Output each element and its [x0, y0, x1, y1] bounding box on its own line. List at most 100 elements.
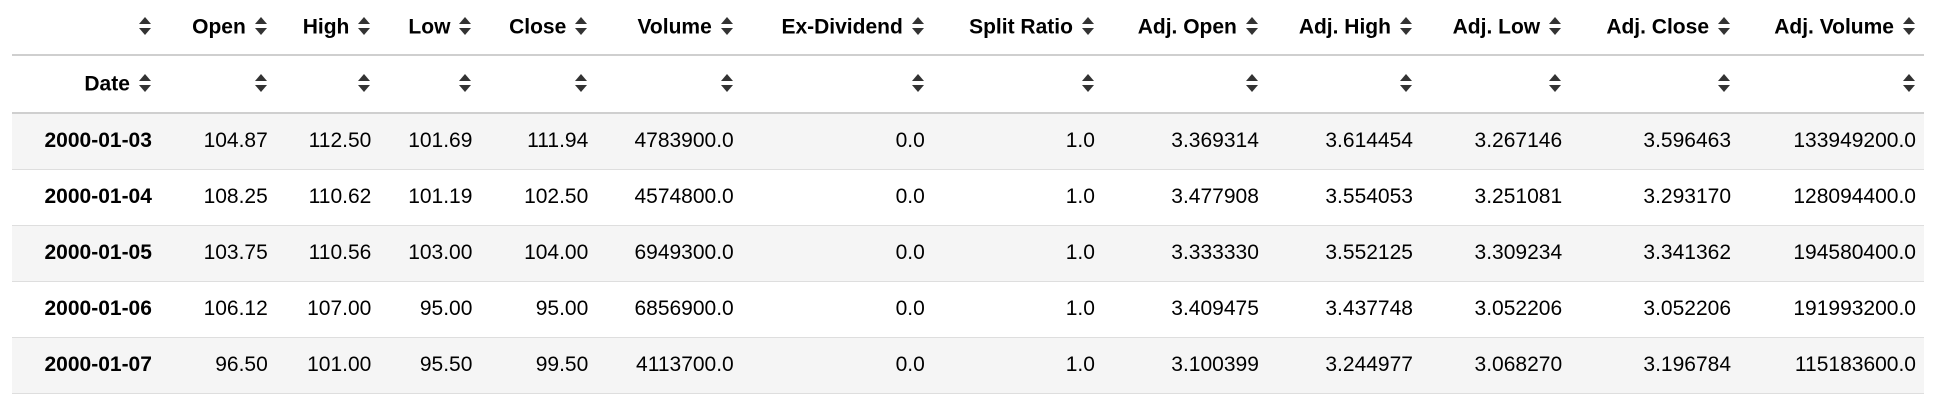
column-header[interactable]: Close — [480, 0, 596, 55]
table-cell: 6856900.0 — [596, 281, 742, 338]
table-cell: 111.94 — [480, 113, 597, 170]
table-cell: 3.267146 — [1420, 113, 1571, 170]
row-index-date: 2000-01-06 — [12, 281, 160, 338]
column-header-label: Split Ratio — [969, 15, 1073, 39]
index-level-header — [1266, 54, 1421, 114]
column-header-label: Close — [509, 15, 567, 39]
table-cell: 107.00 — [275, 281, 380, 338]
sort-icon[interactable] — [574, 73, 588, 93]
corner-header — [12, 0, 160, 55]
column-header[interactable]: Split Ratio — [933, 0, 1103, 55]
table-cell: 0.0 — [741, 225, 933, 282]
table-cell: 103.00 — [379, 225, 481, 282]
row-index-date: 2000-01-05 — [12, 225, 160, 282]
sort-icon[interactable] — [1245, 16, 1259, 36]
table-cell: 0.0 — [741, 169, 933, 226]
sort-icon[interactable] — [1902, 16, 1916, 36]
table-cell: 101.00 — [275, 337, 380, 394]
sort-icon[interactable] — [1245, 73, 1259, 93]
table-cell: 3.333330 — [1102, 225, 1267, 282]
table-cell: 3.068270 — [1420, 337, 1571, 394]
table-cell: 3.614454 — [1266, 113, 1421, 170]
table-cell: 3.293170 — [1570, 169, 1739, 226]
table-cell: 1.0 — [932, 169, 1103, 226]
column-header[interactable]: Adj. High — [1267, 0, 1421, 55]
table-cell: 104.00 — [480, 225, 597, 282]
sort-icon[interactable] — [1081, 16, 1095, 36]
table-cell: 0.0 — [741, 113, 933, 170]
sort-icon[interactable] — [574, 16, 588, 36]
table-cell: 3.251081 — [1420, 169, 1571, 226]
column-header[interactable]: Ex-Dividend — [742, 0, 933, 55]
table-cell: 3.552125 — [1266, 225, 1421, 282]
sort-icon[interactable] — [254, 16, 268, 36]
table-cell: 133949200.0 — [1739, 113, 1924, 170]
table-cell: 110.62 — [275, 169, 380, 226]
column-header-label: High — [302, 15, 350, 39]
table-cell: 1.0 — [932, 225, 1103, 282]
column-header[interactable]: Low — [379, 0, 480, 55]
table-cell: 3.409475 — [1102, 281, 1267, 338]
sort-icon[interactable] — [1717, 16, 1731, 36]
sort-icon[interactable] — [1081, 73, 1095, 93]
sort-icon[interactable] — [357, 16, 371, 36]
table-cell: 4574800.0 — [596, 169, 742, 226]
table-cell: 102.50 — [480, 169, 597, 226]
table-cell: 103.75 — [159, 225, 276, 282]
table-cell: 4783900.0 — [596, 113, 742, 170]
sort-icon[interactable] — [254, 73, 268, 93]
index-level-header — [596, 54, 742, 114]
column-header[interactable]: Adj. Low — [1421, 0, 1570, 55]
table-cell: 1.0 — [932, 281, 1103, 338]
table-cell: 95.00 — [480, 281, 597, 338]
sort-icon[interactable] — [1902, 73, 1916, 93]
sort-icon[interactable] — [720, 73, 734, 93]
sort-icon[interactable] — [138, 73, 152, 93]
table-cell: 101.69 — [379, 113, 481, 170]
sort-icon[interactable] — [720, 16, 734, 36]
index-level-header — [480, 54, 597, 114]
sort-icon[interactable] — [1399, 16, 1413, 36]
sort-icon[interactable] — [138, 16, 152, 36]
index-level-header — [1420, 54, 1571, 114]
table-cell: 96.50 — [159, 337, 276, 394]
table-body: 2000-01-03 104.87 112.50 101.69 111.94 478390… — [12, 113, 1924, 394]
sort-icon[interactable] — [357, 73, 371, 93]
table-row: 2000-01-03 104.87 112.50 101.69 111.94 478390… — [12, 113, 1924, 170]
sort-icon[interactable] — [1548, 73, 1562, 93]
row-index-date: 2000-01-03 — [12, 113, 160, 170]
table-cell: 3.052206 — [1570, 281, 1739, 338]
column-header[interactable]: Adj. Close — [1570, 0, 1739, 55]
table-cell: 108.25 — [159, 169, 276, 226]
sort-icon[interactable] — [1548, 16, 1562, 36]
table-cell: 95.00 — [379, 281, 481, 338]
index-name-header: Date — [12, 54, 160, 114]
index-level-header — [1570, 54, 1739, 114]
table-cell: 99.50 — [480, 337, 597, 394]
column-header-label: Volume — [637, 15, 712, 39]
sort-icon[interactable] — [911, 16, 925, 36]
table-cell: 3.554053 — [1266, 169, 1421, 226]
table-cell: 3.244977 — [1266, 337, 1421, 394]
index-level-header — [932, 54, 1103, 114]
table-cell: 95.50 — [379, 337, 481, 394]
column-header[interactable]: Open — [160, 0, 276, 55]
column-header[interactable]: High — [276, 0, 380, 55]
index-level-header — [159, 54, 276, 114]
table-row: 2000-01-06 106.12 107.00 95.00 95.00 6856900.… — [12, 281, 1924, 338]
column-header-label: Adj. High — [1298, 15, 1391, 39]
table-cell: 3.437748 — [1266, 281, 1421, 338]
column-header[interactable]: Volume — [596, 0, 741, 55]
column-header-label: Adj. Close — [1606, 15, 1709, 39]
sort-icon[interactable] — [911, 73, 925, 93]
sort-icon[interactable] — [1399, 73, 1413, 93]
table-cell: 3.196784 — [1570, 337, 1739, 394]
column-header[interactable]: Adj. Open — [1103, 0, 1267, 55]
sort-icon[interactable] — [1717, 73, 1731, 93]
column-header[interactable]: Adj. Volume — [1739, 0, 1924, 55]
sort-icon[interactable] — [458, 16, 472, 36]
table-cell: 0.0 — [741, 337, 933, 394]
table-cell: 112.50 — [275, 113, 380, 170]
sort-icon[interactable] — [458, 73, 472, 93]
